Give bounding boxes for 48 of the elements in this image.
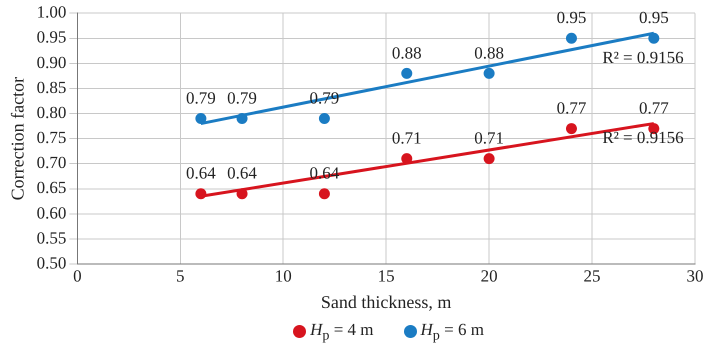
annotation: R² = 0.9156 <box>602 128 684 148</box>
y-tick-label: 0.95 <box>36 28 66 47</box>
annotation: R² = 0.9156 <box>602 48 684 67</box>
point <box>318 113 330 124</box>
data-label: 0.77 <box>556 98 587 118</box>
data-label: 0.88 <box>474 43 504 62</box>
point <box>566 123 577 134</box>
y-tick-label: 0.80 <box>36 102 66 122</box>
y-tick-label: 0.85 <box>36 78 66 97</box>
y-tick-label: 0.55 <box>36 228 66 248</box>
point <box>236 188 248 200</box>
point <box>566 32 577 44</box>
data-label: 0.88 <box>392 43 422 62</box>
data-label: 0.64 <box>186 164 216 183</box>
data-label: 0.95 <box>638 8 669 28</box>
point <box>484 68 495 79</box>
data-label: 0.79 <box>186 88 216 108</box>
x-tick-label: 15 <box>378 266 395 286</box>
x-tick-label: 0 <box>73 266 82 286</box>
point <box>195 188 206 200</box>
data-label: 0.77 <box>638 98 670 118</box>
data-label: 0.64 <box>227 164 258 183</box>
y-tick-label: 0.50 <box>36 253 66 272</box>
data-label: 0.71 <box>392 128 422 148</box>
x-tick-label: 10 <box>274 266 292 286</box>
x-tick-label: 5 <box>176 266 185 286</box>
point <box>648 32 660 44</box>
data-label: 0.71 <box>474 128 504 148</box>
point <box>401 68 412 79</box>
point <box>484 153 495 164</box>
y-tick-label: 0.70 <box>36 153 66 172</box>
data-label: 0.79 <box>227 88 257 108</box>
y-tick-label: 0.65 <box>36 178 66 198</box>
point <box>318 188 330 200</box>
data-label: 0.95 <box>556 8 586 28</box>
y-tick-label: 0.75 <box>36 128 66 148</box>
legend-label: H$_{p}$ = 6 m <box>420 320 484 344</box>
y-tick-label: 0.90 <box>36 52 66 72</box>
point <box>195 113 206 124</box>
legend-label: H$_{p}$ = 4 m <box>310 320 374 344</box>
y-tick-label: 1.00 <box>36 2 66 22</box>
x-tick-label: 20 <box>480 266 498 286</box>
point <box>236 113 248 124</box>
x-tick-label: 30 <box>686 266 704 286</box>
x-axis-title: Sand thickness, m <box>320 292 452 312</box>
x-tick-label: 25 <box>584 266 601 286</box>
y-axis-title: Correction factor <box>8 76 28 200</box>
y-tick-label: 0.60 <box>36 203 66 222</box>
